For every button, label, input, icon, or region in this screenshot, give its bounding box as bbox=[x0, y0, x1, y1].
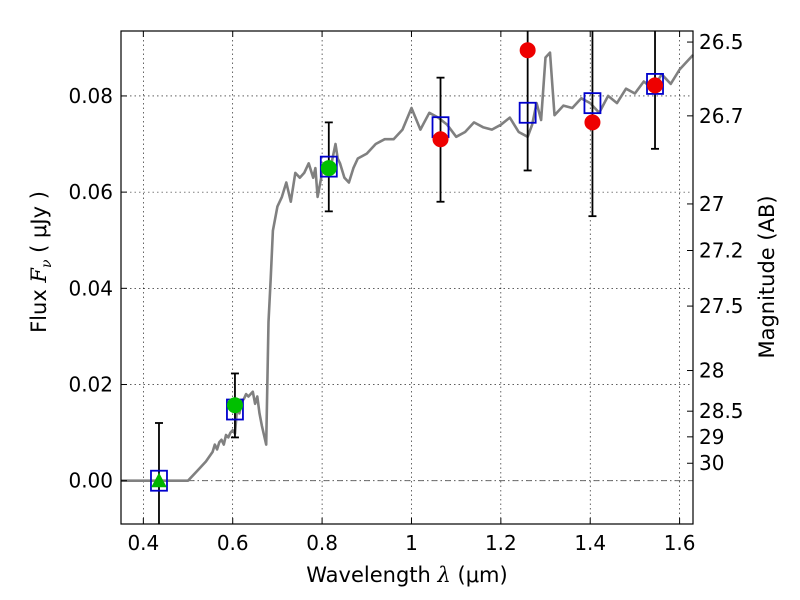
y-tick-label: 0.06 bbox=[68, 180, 113, 204]
magnitude-tick-label: 28 bbox=[699, 359, 724, 383]
model-photometry-square bbox=[150, 469, 168, 492]
axis-ticks: 0.4 0.6 0.8 1 1.2 1.4 1.6 0.00 0.02 0.04 0.06 0.08 2… bbox=[68, 30, 743, 555]
observed-flux-point bbox=[584, 114, 601, 131]
y-tick-label: 0.02 bbox=[68, 373, 113, 397]
x-tick-label: 1 bbox=[405, 531, 418, 555]
observed-flux-point bbox=[320, 160, 337, 177]
model-photometry-square bbox=[319, 155, 338, 178]
magnitude-tick-label: 27.5 bbox=[699, 294, 744, 318]
x-axis-label: Wavelength λ (μm) bbox=[306, 563, 507, 587]
observed-flux-point bbox=[519, 42, 536, 59]
x-tick-label: 1.6 bbox=[664, 531, 696, 555]
x-tick-label: 1.2 bbox=[485, 531, 517, 555]
observed-flux-point bbox=[226, 397, 243, 414]
magnitude-tick-label: 26.7 bbox=[699, 104, 744, 128]
model-photometry-square bbox=[646, 73, 664, 95]
x-tick-label: 1.4 bbox=[574, 531, 606, 555]
magnitude-tick-label: 27 bbox=[699, 192, 724, 216]
magnitude-tick-label: 30 bbox=[699, 451, 724, 475]
y-axis-label: Flux Fν ( μJy ) bbox=[27, 191, 55, 333]
y-tick-label: 0.00 bbox=[68, 469, 113, 493]
observed-flux-point bbox=[647, 77, 664, 94]
observed-flux-point bbox=[432, 131, 449, 148]
magnitude-tick-label: 27.2 bbox=[699, 239, 744, 263]
data-markers bbox=[150, 42, 664, 492]
x-tick-label: 0.4 bbox=[127, 531, 159, 555]
y-tick-label: 0.08 bbox=[68, 84, 113, 108]
magnitude-tick-label: 28.5 bbox=[699, 399, 744, 423]
model-photometry-square bbox=[518, 101, 537, 124]
right-axis-label: Magnitude (AB) bbox=[755, 195, 779, 358]
plot-background bbox=[121, 31, 693, 524]
upper-limit-triangle bbox=[151, 472, 167, 488]
y-tick-label: 0.04 bbox=[68, 276, 113, 300]
x-tick-label: 0.8 bbox=[306, 531, 338, 555]
grid-lines bbox=[121, 31, 693, 524]
magnitude-tick-label: 29 bbox=[699, 425, 724, 449]
plot-frame bbox=[120, 30, 694, 525]
x-tick-label: 0.6 bbox=[217, 531, 249, 555]
model-photometry-square bbox=[583, 92, 602, 115]
magnitude-tick-label: 26.5 bbox=[699, 30, 744, 54]
